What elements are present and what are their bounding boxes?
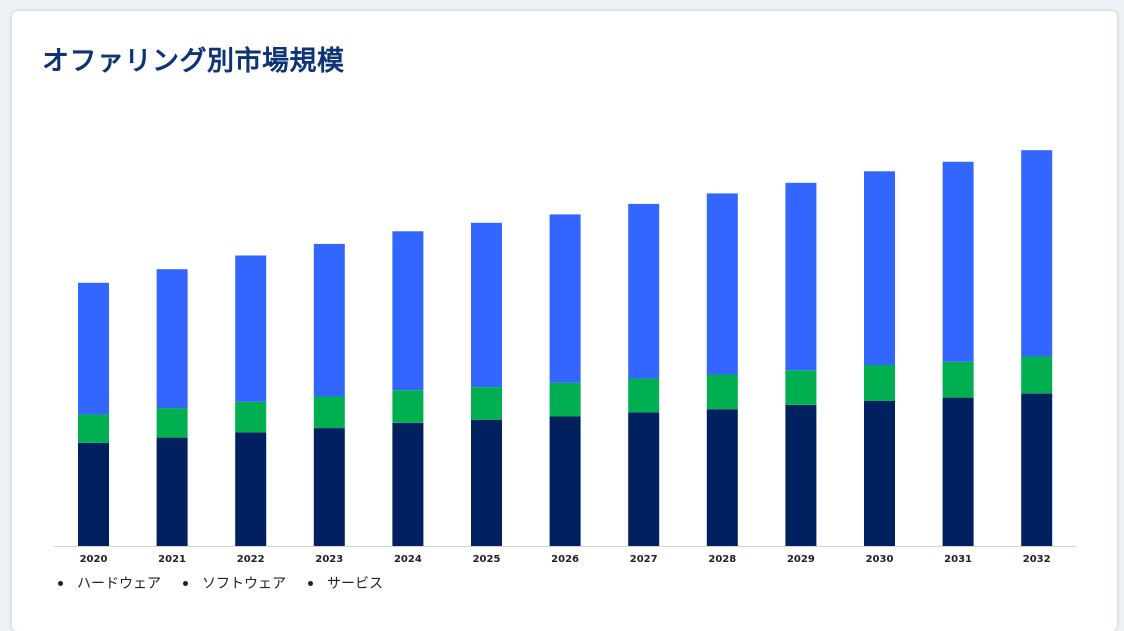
- bar-segment-2020-s1: [78, 414, 109, 443]
- bullet-icon: [183, 580, 188, 586]
- bar-segment-2022-s0: [235, 432, 267, 546]
- bar-segment-2021-s2: [156, 269, 188, 409]
- bullet-icon: [308, 580, 313, 586]
- bar-segment-2028-s2: [706, 193, 738, 375]
- x-tick-label: 2024: [394, 554, 422, 565]
- x-tick-label: 2031: [944, 554, 972, 565]
- bar-segment-2029-s0: [785, 404, 817, 546]
- x-tick-label: 2023: [315, 554, 343, 565]
- x-tick-label: 2021: [158, 554, 186, 565]
- bullet-icon: [58, 580, 63, 586]
- legend-label: ソフトウェア: [202, 576, 286, 592]
- bar-segment-2023-s1: [313, 396, 345, 429]
- x-tick-label: 2022: [237, 554, 265, 565]
- x-tick-label: 2028: [708, 554, 736, 565]
- bar-segment-2026-s2: [549, 214, 581, 383]
- bar-segment-2027-s2: [628, 203, 660, 379]
- bar-segment-2028-s0: [706, 409, 738, 546]
- bar-segment-2023-s0: [313, 428, 345, 546]
- legend-item-services: サービス: [308, 573, 383, 593]
- x-tick-label: 2026: [551, 554, 579, 565]
- bar-segment-2022-s1: [235, 401, 267, 433]
- bar-segment-2022-s2: [235, 255, 267, 402]
- bar-segment-2020-s0: [78, 442, 109, 546]
- bar-segment-2029-s2: [785, 182, 817, 371]
- bar-segment-2021-s1: [156, 408, 188, 438]
- bar-segment-2024-s1: [392, 390, 424, 423]
- bar-segment-2031-s1: [942, 361, 974, 398]
- legend-item-hardware: ハードウェア: [58, 573, 161, 593]
- bar-segment-2032-s1: [1021, 356, 1053, 394]
- bar-segment-2021-s0: [156, 437, 188, 546]
- bar-segment-2028-s1: [706, 374, 738, 410]
- bar-segment-2032-s0: [1021, 393, 1053, 546]
- x-tick-label: 2027: [630, 554, 658, 565]
- bar-segment-2027-s1: [628, 378, 660, 413]
- bar-segment-2026-s1: [549, 382, 581, 417]
- x-tick-label: 2025: [473, 554, 501, 565]
- x-tick-label: 2032: [1023, 554, 1051, 565]
- x-tick-label: 2030: [866, 554, 894, 565]
- bar-segment-2031-s2: [942, 161, 974, 362]
- x-tick-label: 2029: [787, 554, 815, 565]
- bar-segment-2025-s1: [471, 387, 502, 420]
- bar-segment-2030-s2: [864, 171, 895, 365]
- bar-segment-2026-s0: [549, 416, 581, 546]
- bar-segment-2024-s0: [392, 422, 424, 546]
- chart-legend: ハードウェア ソフトウェア サービス: [58, 573, 383, 593]
- legend-label: ハードウェア: [77, 576, 161, 592]
- bar-segment-2027-s0: [628, 412, 660, 546]
- stacked-bar-chart: 2020 2021 2022 2023 2024 2025 2026 2027 2028 2029…: [54, 150, 1076, 565]
- bar-segment-2029-s1: [785, 370, 817, 405]
- bar-segment-2030-s1: [864, 364, 895, 401]
- bar-segment-2030-s0: [864, 400, 895, 546]
- legend-item-software: ソフトウェア: [183, 573, 286, 593]
- chart-title: オファリング別市場規模: [42, 46, 345, 77]
- bar-segment-2023-s2: [313, 243, 345, 397]
- legend-label: サービス: [327, 576, 383, 592]
- bar-segment-2025-s2: [471, 222, 502, 387]
- bar-segment-2024-s2: [392, 231, 424, 391]
- bar-segment-2025-s0: [471, 419, 502, 546]
- x-tick-label: 2020: [80, 554, 108, 565]
- bar-segment-2031-s0: [942, 397, 974, 546]
- bar-segment-2032-s2: [1021, 150, 1053, 357]
- bar-segment-2020-s2: [78, 282, 109, 415]
